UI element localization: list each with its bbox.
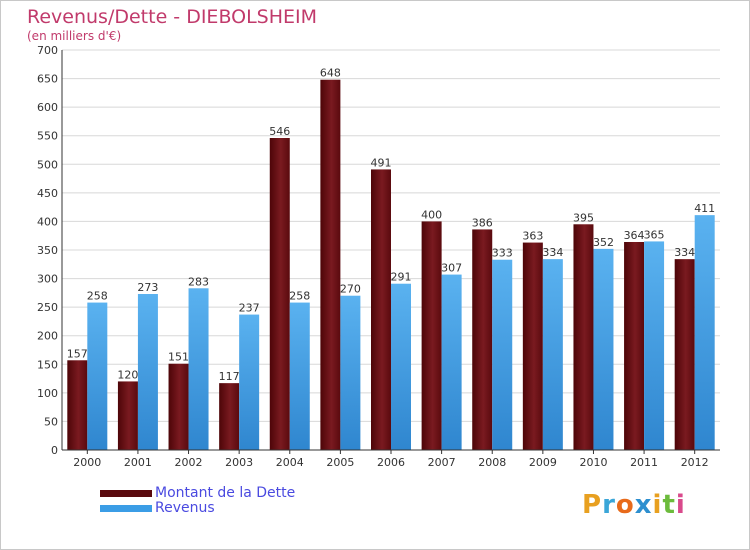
x-tick-label: 2003	[225, 456, 253, 469]
y-tick-label: 200	[37, 330, 58, 343]
bar-dette	[269, 138, 290, 450]
bar-revenus	[441, 274, 462, 450]
data-label-revenus: 273	[137, 281, 158, 294]
data-label-revenus: 237	[239, 302, 260, 315]
bar-dette	[168, 363, 189, 450]
data-label-revenus: 411	[694, 202, 715, 215]
x-tick-label: 2012	[681, 456, 709, 469]
data-label-revenus: 258	[87, 290, 108, 303]
y-tick-label: 550	[37, 130, 58, 143]
y-tick-label: 250	[37, 301, 58, 314]
data-label-dette: 364	[624, 229, 645, 242]
logo-letter: r	[602, 490, 616, 520]
data-label-revenus: 365	[644, 228, 665, 241]
data-label-revenus: 270	[340, 283, 361, 296]
bar-dette	[117, 381, 138, 450]
data-label-dette: 334	[674, 246, 695, 259]
data-label-revenus: 352	[593, 236, 614, 249]
legend-swatch-dette	[100, 490, 152, 497]
logo-letter: x	[634, 490, 653, 520]
x-tick-label: 2005	[326, 456, 354, 469]
bar-dette	[674, 259, 695, 450]
y-tick-label: 300	[37, 273, 58, 286]
y-tick-label: 0	[51, 444, 58, 457]
y-tick-label: 150	[37, 358, 58, 371]
data-label-dette: 117	[219, 370, 240, 383]
bar-dette	[624, 242, 645, 450]
bar-revenus	[492, 259, 513, 450]
bar-dette	[472, 229, 493, 450]
x-tick-label: 2002	[175, 456, 203, 469]
x-tick-label: 2011	[630, 456, 658, 469]
legend-label-revenus: Revenus	[155, 500, 215, 516]
bar-dette	[371, 169, 391, 450]
y-tick-label: 700	[37, 44, 58, 57]
x-tick-label: 2008	[478, 456, 506, 469]
bar-revenus	[87, 302, 108, 450]
bar-revenus	[391, 283, 411, 450]
logo-letter: P	[582, 490, 603, 520]
logo-letter: t	[662, 490, 676, 520]
data-label-dette: 648	[320, 67, 341, 80]
data-label-dette: 400	[421, 208, 442, 221]
bar-dette	[219, 383, 240, 450]
bar-revenus	[644, 241, 665, 450]
bar-dette	[421, 221, 442, 450]
legend-swatch-revenus	[100, 505, 152, 512]
bar-revenus	[340, 295, 361, 450]
y-tick-label: 650	[37, 73, 58, 86]
bar-dette	[67, 360, 88, 450]
data-label-dette: 120	[117, 368, 138, 381]
x-tick-label: 2006	[377, 456, 405, 469]
bar-revenus	[289, 302, 310, 450]
data-label-revenus: 333	[492, 247, 513, 260]
bar-revenus	[694, 215, 715, 450]
bar-revenus	[593, 248, 614, 450]
data-label-revenus: 283	[188, 275, 209, 288]
bar-revenus	[188, 288, 209, 450]
data-label-dette: 363	[522, 230, 543, 243]
y-tick-label: 100	[37, 387, 58, 400]
x-tick-label: 2001	[124, 456, 152, 469]
y-tick-label: 450	[37, 187, 58, 200]
legend-label-dette: Montant de la Dette	[155, 485, 296, 501]
logo-letter: o	[615, 490, 635, 520]
bar-dette	[573, 224, 594, 450]
y-tick-label: 600	[37, 101, 58, 114]
data-label-dette: 491	[371, 156, 392, 169]
chart-subtitle: (en milliers d'€)	[27, 29, 122, 43]
data-label-dette: 151	[168, 351, 189, 364]
bars: 157 258 120 273 151 283 117 237 546 258 648 270 491 2…	[67, 67, 715, 450]
bar-revenus	[137, 294, 158, 450]
axes: 0 50 100 150 200 250 300 350 400 450 500 550 600 650 7…	[37, 44, 720, 469]
logo-letter: i	[652, 490, 663, 520]
x-tick-label: 2004	[276, 456, 304, 469]
bar-dette	[320, 79, 341, 450]
y-tick-label: 50	[44, 415, 58, 428]
data-label-revenus: 258	[289, 290, 310, 303]
x-tick-label: 2000	[73, 456, 101, 469]
data-label-revenus: 291	[391, 271, 412, 284]
chart-title: Revenus/Dette - DIEBOLSHEIM	[27, 6, 318, 28]
data-label-dette: 386	[472, 216, 493, 229]
bar-revenus	[239, 314, 260, 450]
bar-revenus	[542, 259, 563, 450]
x-tick-label: 2010	[579, 456, 607, 469]
proxiti-logo: Proxiti	[582, 490, 686, 520]
x-tick-label: 2007	[428, 456, 456, 469]
x-tick-label: 2009	[529, 456, 557, 469]
data-label-dette: 546	[269, 125, 290, 138]
y-tick-label: 400	[37, 215, 58, 228]
y-tick-label: 350	[37, 244, 58, 257]
bar-dette	[522, 242, 543, 450]
logo-letter: i	[675, 490, 686, 520]
data-label-dette: 157	[67, 347, 88, 360]
data-label-revenus: 307	[441, 262, 462, 275]
data-label-revenus: 334	[542, 246, 563, 259]
y-tick-label: 500	[37, 158, 58, 171]
data-label-dette: 395	[573, 211, 594, 224]
